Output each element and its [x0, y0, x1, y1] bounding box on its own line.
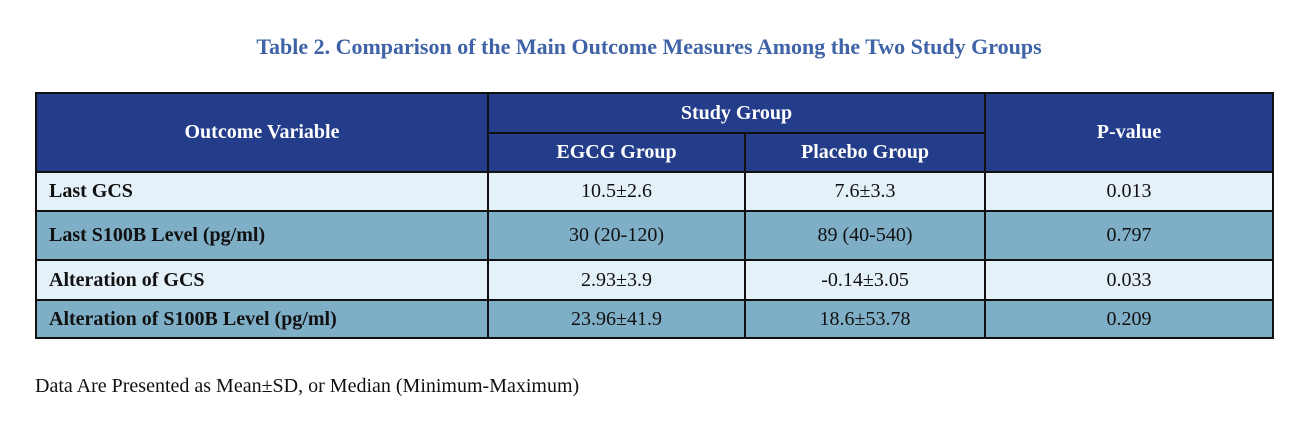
table-row: Alteration of GCS 2.93±3.9 -0.14±3.05 0.…: [35, 259, 1275, 301]
header-p-value: P-value: [984, 92, 1275, 173]
row-placebo-value: 89 (40-540): [743, 210, 987, 261]
row-placebo-value: 18.6±53.78: [743, 299, 987, 339]
row-placebo-value: -0.14±3.05: [743, 259, 987, 301]
row-p-value: 0.033: [984, 259, 1275, 301]
header-outcome-variable: Outcome Variable: [35, 92, 489, 173]
table-row: Alteration of S100B Level (pg/ml) 23.96±…: [35, 299, 1275, 339]
table-row: Last S100B Level (pg/ml) 30 (20-120) 89 …: [35, 210, 1275, 261]
table-title: Table 2. Comparison of the Main Outcome …: [256, 34, 1042, 59]
row-p-value: 0.797: [984, 210, 1275, 261]
header-egcg-group: EGCG Group: [487, 132, 746, 173]
row-egcg-value: 10.5±2.6: [487, 171, 746, 212]
row-placebo-value: 7.6±3.3: [743, 171, 987, 212]
row-variable: Alteration of GCS: [35, 259, 489, 301]
row-egcg-value: 23.96±41.9: [487, 299, 746, 339]
row-variable: Alteration of S100B Level (pg/ml): [35, 299, 489, 339]
header-study-group: Study Group: [486, 92, 987, 134]
header-row-top: Outcome Variable Study Group P-value: [35, 92, 1275, 173]
row-p-value: 0.013: [984, 171, 1275, 212]
row-p-value: 0.209: [984, 299, 1275, 339]
table-row: Last GCS 10.5±2.6 7.6±3.3 0.013: [35, 171, 1275, 212]
table-footnote: Data Are Presented as Mean±SD, or Median…: [35, 375, 580, 397]
row-egcg-value: 2.93±3.9: [487, 259, 746, 301]
row-variable: Last S100B Level (pg/ml): [35, 210, 489, 261]
header-row-sub: EGCG Group Placebo Group: [36, 132, 1273, 173]
header-placebo-group: Placebo Group: [743, 132, 987, 173]
outcome-table: Outcome Variable Study Group P-value EGC…: [35, 92, 1275, 339]
row-egcg-value: 30 (20-120): [487, 210, 746, 261]
row-variable: Last GCS: [35, 171, 489, 212]
